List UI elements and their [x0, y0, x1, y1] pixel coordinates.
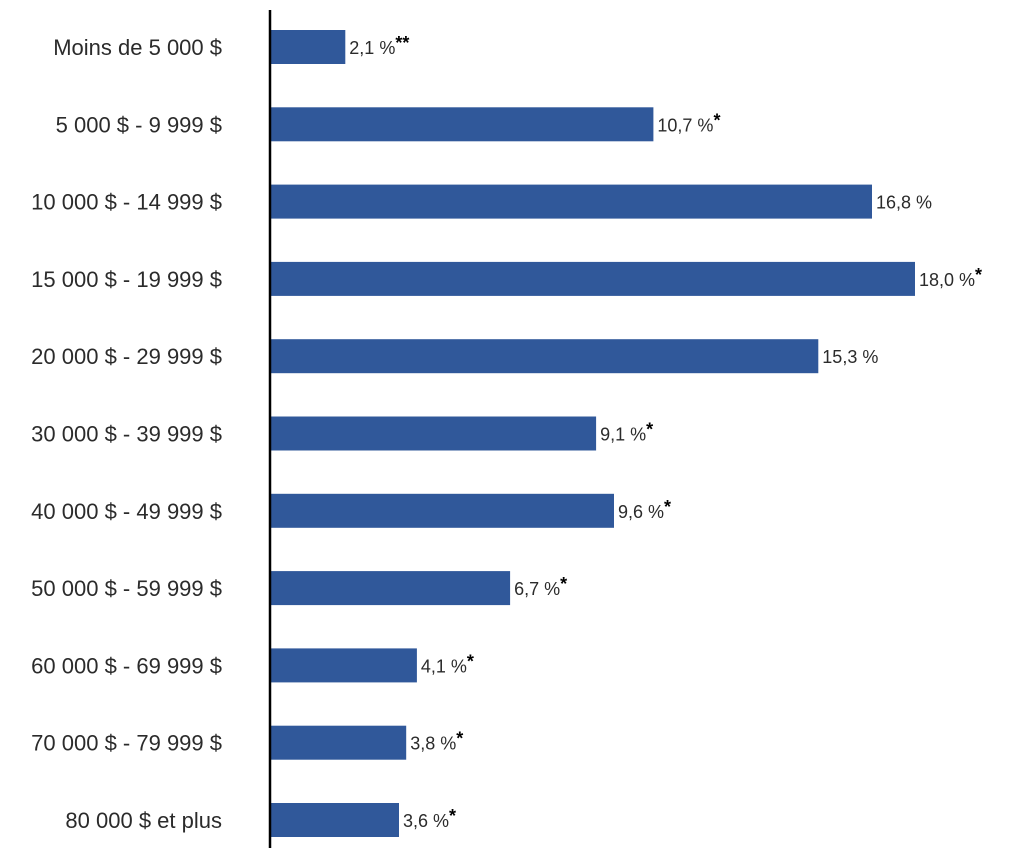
quality-marker-10: *	[449, 806, 456, 826]
quality-marker-8: *	[467, 651, 474, 671]
category-label-6: 40 000 $ - 49 999 $	[31, 499, 222, 524]
bar-5	[270, 416, 597, 451]
bar-1	[270, 107, 654, 142]
value-number-5: 9,1 %	[600, 425, 646, 445]
value-number-6: 9,6 %	[618, 502, 664, 522]
value-label-6: 9,6 %*	[618, 497, 671, 522]
value-label-3: 18,0 %*	[919, 265, 982, 290]
value-number-1: 10,7 %	[657, 115, 713, 135]
value-labels-group: 2,1 %**10,7 %*16,8 %18,0 %*15,3 %9,1 %*9…	[349, 33, 982, 831]
quality-marker-9: *	[456, 729, 463, 749]
category-label-7: 50 000 $ - 59 999 $	[31, 576, 222, 601]
category-label-8: 60 000 $ - 69 999 $	[31, 653, 222, 678]
quality-marker-5: *	[646, 420, 653, 440]
value-label-2: 16,8 %	[876, 193, 932, 213]
bar-8	[270, 648, 417, 683]
value-label-9: 3,8 %*	[410, 729, 463, 754]
value-label-8: 4,1 %*	[421, 651, 474, 676]
value-number-7: 6,7 %	[514, 579, 560, 599]
value-label-0: 2,1 %**	[349, 33, 409, 58]
value-label-4: 15,3 %	[822, 347, 878, 367]
category-label-2: 10 000 $ - 14 999 $	[31, 190, 222, 215]
value-number-8: 4,1 %	[421, 656, 467, 676]
value-label-1: 10,7 %*	[657, 110, 720, 135]
bars-group	[270, 30, 915, 837]
value-number-9: 3,8 %	[410, 734, 456, 754]
bar-6	[270, 493, 614, 528]
quality-marker-0: **	[395, 33, 409, 53]
quality-marker-3: *	[975, 265, 982, 285]
category-label-4: 20 000 $ - 29 999 $	[31, 344, 222, 369]
category-label-0: Moins de 5 000 $	[53, 35, 222, 60]
category-label-10: 80 000 $ et plus	[65, 808, 222, 833]
bar-7	[270, 571, 511, 606]
category-label-5: 30 000 $ - 39 999 $	[31, 422, 222, 447]
value-number-3: 18,0 %	[919, 270, 975, 290]
bar-2	[270, 184, 872, 219]
quality-marker-7: *	[560, 574, 567, 594]
value-number-10: 3,6 %	[403, 811, 449, 831]
value-number-0: 2,1 %	[349, 38, 395, 58]
bar-9	[270, 725, 407, 760]
category-label-9: 70 000 $ - 79 999 $	[31, 731, 222, 756]
category-label-3: 15 000 $ - 19 999 $	[31, 267, 222, 292]
value-number-4: 15,3 %	[822, 347, 878, 367]
category-labels-group: Moins de 5 000 $ 5 000 $ - 9 999 $ 10 000 …	[31, 35, 222, 833]
value-label-5: 9,1 %*	[600, 420, 653, 445]
bar-4	[270, 339, 819, 374]
quality-marker-1: *	[713, 110, 720, 130]
value-label-10: 3,6 %*	[403, 806, 456, 831]
bar-10	[270, 803, 399, 837]
value-label-7: 6,7 %*	[514, 574, 567, 599]
bar-3	[270, 261, 915, 296]
bar-0	[270, 30, 346, 64]
quality-marker-6: *	[664, 497, 671, 517]
category-label-1: 5 000 $ - 9 999 $	[56, 112, 222, 137]
value-number-2: 16,8 %	[876, 193, 932, 213]
